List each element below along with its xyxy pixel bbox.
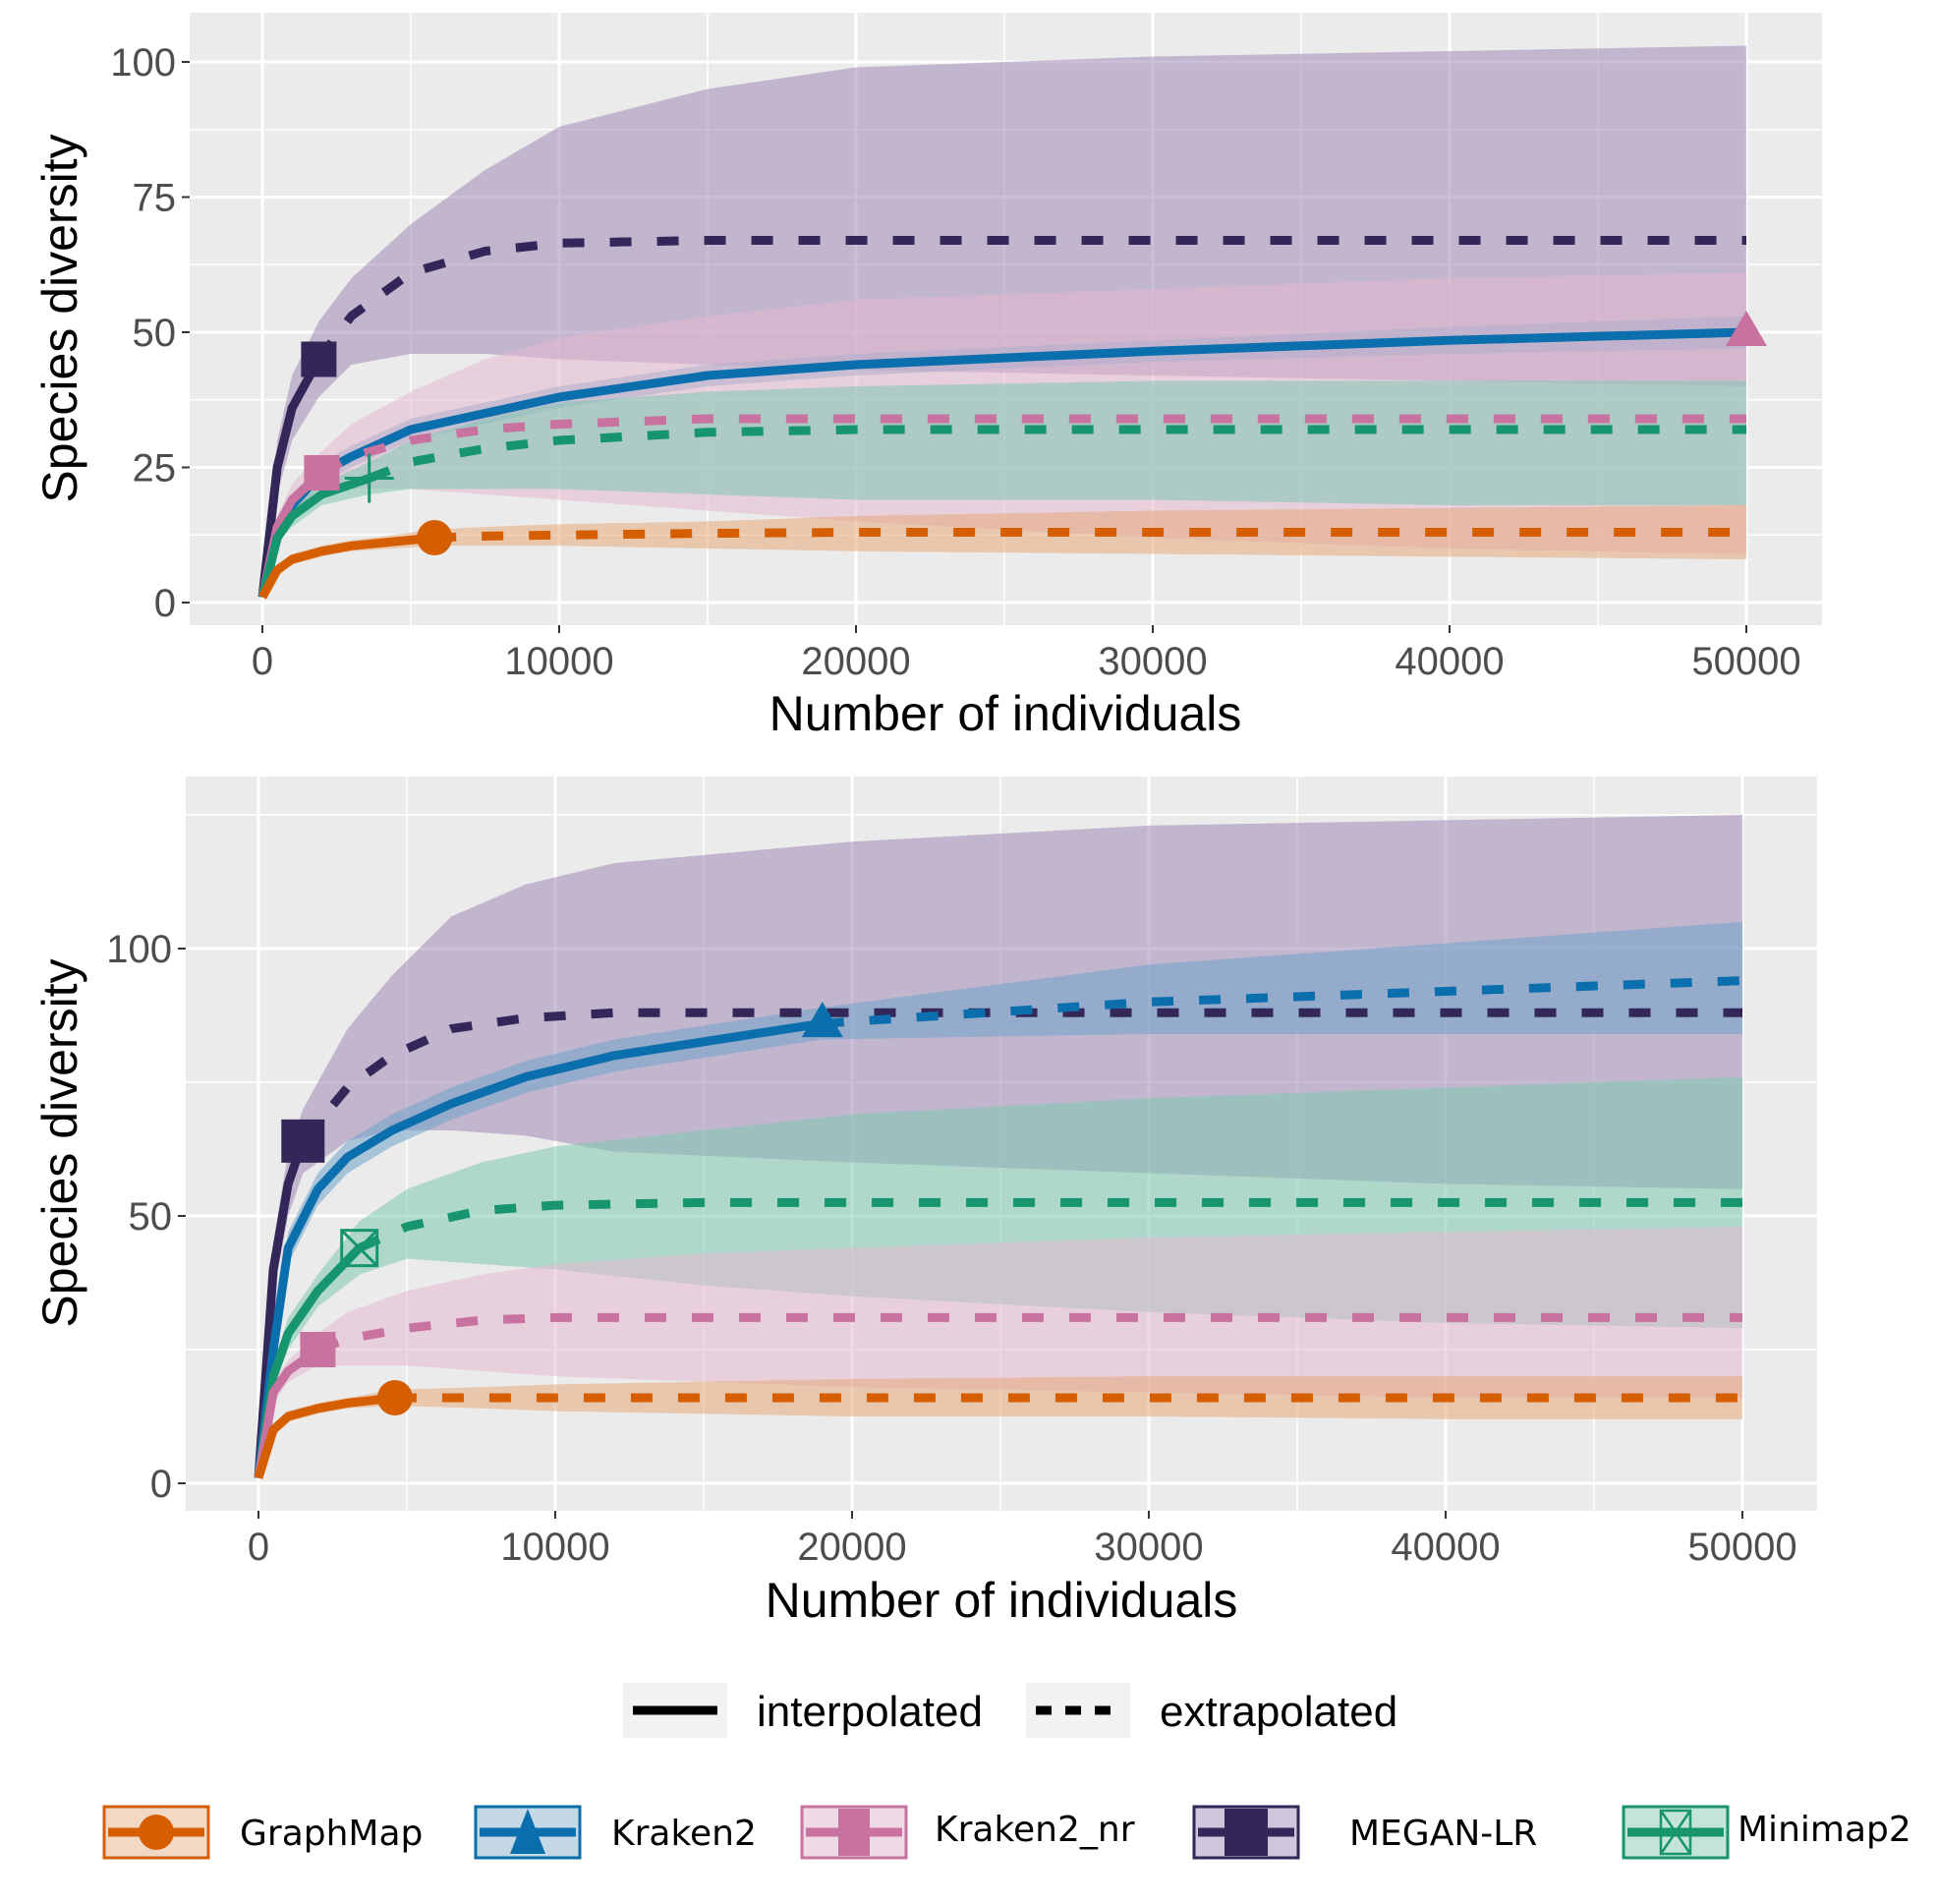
series-lines [254,976,1743,1479]
confidence-band-kraken2 [258,921,1742,1478]
x-tick-label: 10000 [504,640,613,683]
legend-label: Kraken2_nr [935,1810,1135,1850]
marker-kraken2-nr [304,455,340,490]
observed-markers [281,1002,843,1415]
legend-item-kraken2: Kraken2 [474,1805,757,1860]
x-tick-label: 30000 [1098,640,1207,683]
extrapolated-line-graphmap [434,528,1746,543]
x-axis-ticks: 0 10000 20000 30000 40000 50000 [252,625,1801,683]
legend-label: Minimap2 [1738,1810,1911,1850]
confidence-bands [258,815,1742,1478]
x-axis-title: Number of individuals [769,686,1242,741]
square-x-icon [1659,1809,1692,1856]
y-axis-ticks: 0 50 100 [106,928,186,1506]
y-tick-label: 75 [133,177,177,220]
x-axis-title: Number of individuals [766,1573,1238,1628]
y-tick-label: 50 [133,312,177,355]
square-icon [838,1809,870,1856]
legend-item-interpolated: interpolated [623,1683,983,1738]
marker-minimap2 [344,453,394,503]
legend-label: Kraken2 [611,1814,757,1854]
marker-graphmap [417,520,453,555]
extrapolated-line-kraken2-nr [315,1312,1742,1355]
legend-item-extrapolated: extrapolated [1026,1683,1397,1738]
legend-label: extrapolated [1160,1688,1397,1736]
y-tick-label: 25 [133,447,177,490]
y-tick-label: 100 [106,928,172,971]
extrapolated-line-kraken2-nr [319,414,1746,477]
marker-kraken2 [1726,311,1767,346]
legend-item-minimap2: Minimap2 [1622,1805,1911,1860]
extrapolated-line-minimap2 [357,1197,1742,1252]
x-tick-label: 50000 [1687,1526,1796,1569]
y-axis-title: Species diversity [32,134,87,502]
x-tick-label: 50000 [1691,640,1800,683]
x-tick-label: 0 [252,640,273,683]
legend-label: interpolated [757,1688,983,1736]
marker-megan-lr [281,1119,325,1163]
x-tick-label: 30000 [1094,1526,1203,1569]
extrapolated-line-kraken2 [822,976,1743,1028]
triangle-icon [510,1809,545,1854]
x-tick-label: 40000 [1391,1526,1500,1569]
group-legend: GraphMap Kraken2 Kraken2_nr MEGAN-LR Minimap… [102,1805,1911,1860]
confidence-band-graphmap [258,1376,1742,1478]
interpolated-line-graphmap [254,1393,396,1479]
marker-minimap2 [340,1229,379,1268]
y-axis-title: Species diversity [32,958,87,1327]
observed-markers [301,311,1767,555]
legend-item-kraken2-nr: Kraken2_nr [800,1805,1135,1860]
y-tick-label: 100 [110,41,176,85]
x-tick-label: 20000 [801,640,910,683]
extrapolated-line-megan-lr [299,1008,1742,1144]
y-tick-label: 0 [150,1463,172,1506]
panel-bottom: 0 10000 20000 30000 40000 50000 0 50 100 Number… [32,777,1817,1628]
y-axis-ticks: 0 25 50 75 100 [110,41,190,625]
linetype-legend: interpolated extrapolated [623,1683,1397,1738]
panel-top: 0 10000 20000 30000 40000 50000 0 25 50 75 100 Nu… [32,13,1822,741]
confidence-band-graphmap [262,505,1746,598]
legend-item-megan-lr: MEGAN-LR [1192,1805,1537,1860]
x-tick-label: 10000 [500,1526,609,1569]
square-icon [1225,1809,1268,1856]
x-tick-label: 20000 [797,1526,906,1569]
x-tick-label: 0 [248,1526,269,1569]
marker-megan-lr [301,341,337,377]
legend-label: MEGAN-LR [1349,1814,1537,1854]
interpolated-line-megan-lr [257,357,323,599]
marker-graphmap [376,1379,413,1415]
x-axis-ticks: 0 10000 20000 30000 40000 50000 [248,1511,1797,1569]
confidence-band-minimap2 [262,380,1746,598]
circle-icon [139,1815,174,1850]
interpolated-line-graphmap [258,533,435,600]
x-tick-label: 40000 [1395,640,1504,683]
legend-item-graphmap: GraphMap [102,1805,423,1860]
y-tick-label: 50 [129,1195,173,1239]
y-tick-label: 0 [154,582,176,625]
x-icon [1659,1810,1692,1855]
marker-kraken2-nr [300,1332,336,1367]
legend-label: GraphMap [240,1814,423,1854]
marker-kraken2 [801,1002,843,1038]
extrapolated-line-minimap2 [368,425,1746,483]
interpolated-line-kraken2 [254,1018,824,1479]
confidence-band-kraken2-nr [258,1226,1742,1478]
